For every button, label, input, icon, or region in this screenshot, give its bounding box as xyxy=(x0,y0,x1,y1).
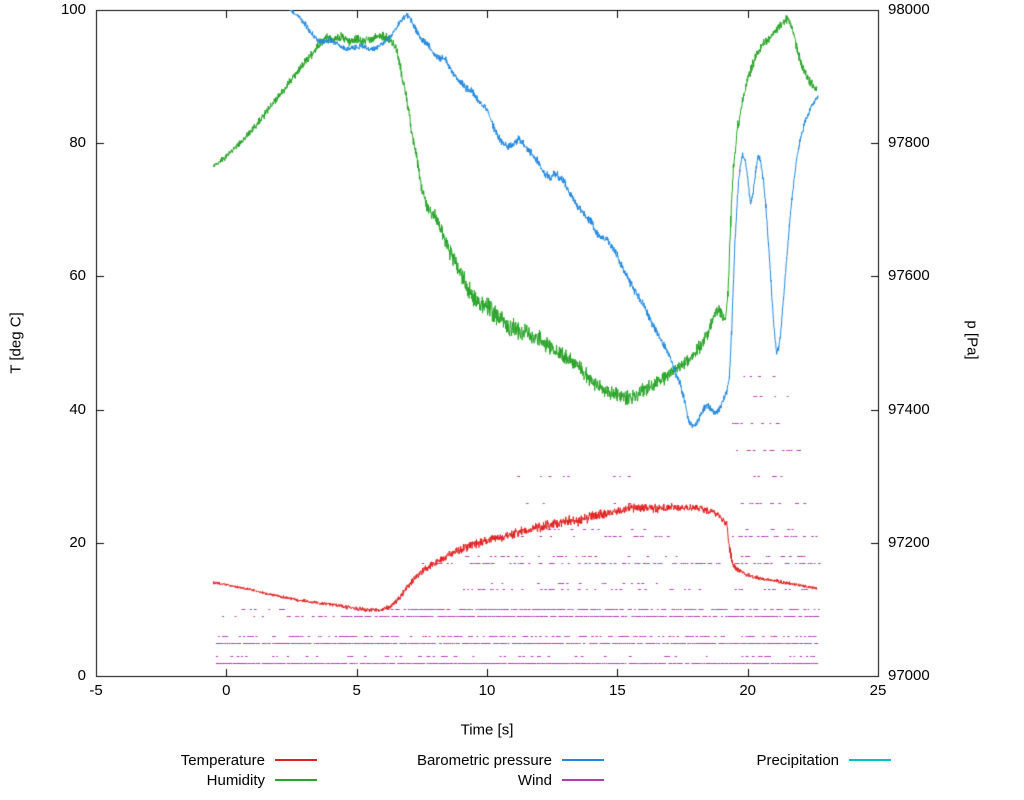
legend-line-sample xyxy=(849,759,891,761)
y-left-tick-label: 60 xyxy=(69,267,86,285)
y-right-tick-label: 97000 xyxy=(888,667,930,684)
y-left-tick-label: 100 xyxy=(60,1,86,18)
y-right-tick-label: 97800 xyxy=(888,134,930,152)
legend: Temperature Barometric pressure Precipitat… xyxy=(30,750,891,790)
y-axis-title-right: p [Pa] xyxy=(963,320,981,360)
legend-item-barometric-pressure: Barometric pressure xyxy=(317,750,604,770)
y-left-tick-label: 80 xyxy=(69,134,86,152)
legend-label: Humidity xyxy=(206,771,265,789)
legend-item-precipitation: Precipitation xyxy=(604,750,891,770)
y-right-tick-label: 97200 xyxy=(888,533,930,551)
y-axis-title-left: T [deg C] xyxy=(7,312,25,374)
legend-label: Temperature xyxy=(180,751,265,769)
x-tick-label: 0 xyxy=(222,682,231,699)
legend-item-humidity: Humidity xyxy=(30,770,317,790)
x-tick-label: 20 xyxy=(739,682,756,699)
legend-label: Precipitation xyxy=(756,751,839,769)
legend-label: Wind xyxy=(517,771,552,789)
legend-item-temperature: Temperature xyxy=(30,750,317,770)
y-right-tick-label: 97400 xyxy=(888,400,930,418)
y-left-tick-label: 0 xyxy=(77,667,86,684)
x-tick-label: 25 xyxy=(869,682,887,699)
legend-line-sample xyxy=(275,779,317,781)
y-left-tick-label: 20 xyxy=(69,533,86,551)
x-axis-title: Time [s] xyxy=(460,721,514,739)
y-right-tick-label: 97600 xyxy=(888,267,930,285)
legend-line-sample xyxy=(275,759,317,761)
x-tick-label: 15 xyxy=(608,682,626,699)
x-tick-label: 10 xyxy=(478,682,496,699)
y-right-tick-label: 98000 xyxy=(888,1,930,18)
y-left-tick-label: 40 xyxy=(69,400,86,418)
legend-line-sample xyxy=(562,779,604,781)
x-tick-label: 5 xyxy=(352,682,361,699)
legend-label: Barometric pressure xyxy=(416,751,552,769)
legend-line-sample xyxy=(562,759,604,761)
x-tick-label: -5 xyxy=(89,682,103,699)
legend-item-wind: Wind xyxy=(317,770,604,790)
